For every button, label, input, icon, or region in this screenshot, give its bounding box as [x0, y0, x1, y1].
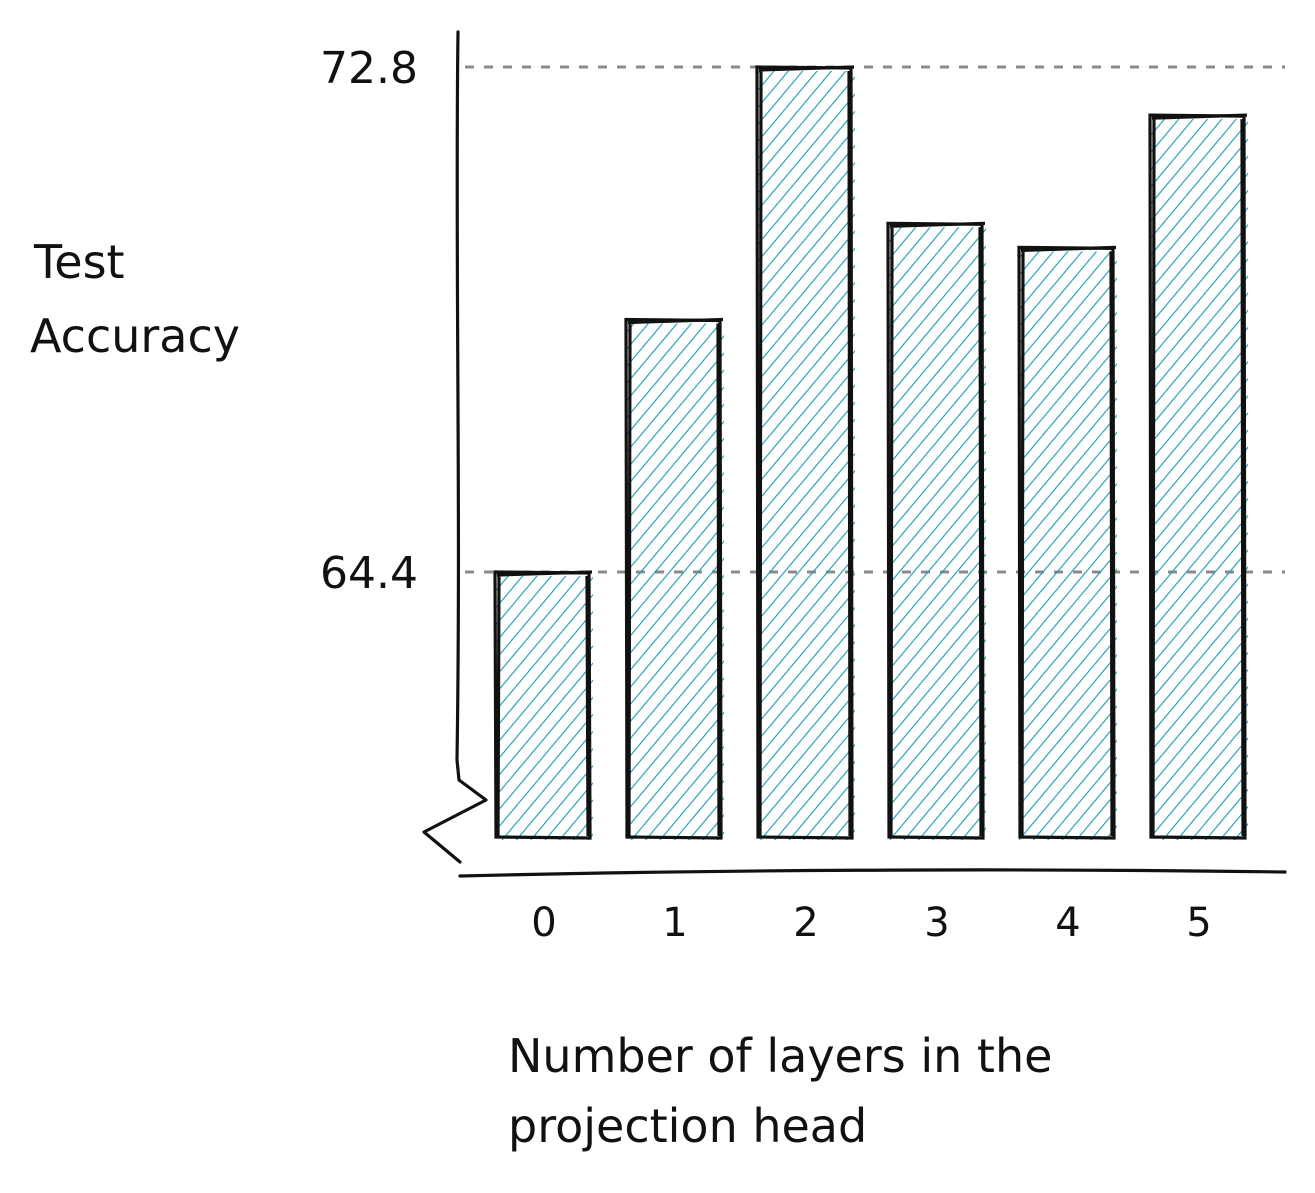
bar-fill	[888, 227, 986, 841]
x-tick-labels: 0 1 2 3 4 5	[531, 900, 1211, 946]
bar	[886, 221, 986, 841]
bar	[755, 65, 855, 840]
x-axis-title-line-2: projection head	[508, 1099, 867, 1153]
bar-fill	[1019, 251, 1117, 840]
bar-outline-sketch	[889, 221, 986, 839]
x-tick-label: 3	[924, 900, 949, 946]
x-tick-label: 1	[662, 900, 687, 946]
x-tick-label: 0	[531, 900, 556, 946]
bars	[493, 65, 1248, 841]
bar-outline-sketch	[758, 65, 855, 839]
bar-outline-sketch	[1151, 113, 1248, 839]
y-axis-title-line-1: Test	[33, 235, 125, 289]
y-tick-labels: 64.4 72.8	[320, 43, 418, 599]
gridlines	[465, 65, 1285, 574]
x-axis-title: Number of layers in the projection head	[508, 1029, 1052, 1153]
bar-outline-sketch	[627, 317, 724, 839]
bar-fill	[757, 71, 855, 840]
y-axis	[422, 30, 488, 864]
bar-outline-sketch	[496, 570, 593, 839]
x-axis	[458, 868, 1287, 878]
bar	[493, 570, 593, 840]
y-axis-title-line-2: Accuracy	[30, 309, 240, 363]
x-axis-title-line-1: Number of layers in the	[508, 1029, 1052, 1083]
x-tick-label: 4	[1055, 900, 1080, 946]
bar	[1148, 113, 1248, 841]
y-tick-label: 64.4	[320, 548, 418, 599]
y-axis-title: Test Accuracy	[30, 235, 240, 363]
bar	[624, 317, 724, 840]
bar-fill	[495, 576, 593, 840]
x-tick-label: 2	[793, 900, 818, 946]
bar-outline-sketch	[1020, 245, 1117, 839]
bar-fill	[626, 323, 724, 840]
x-tick-label: 5	[1186, 900, 1211, 946]
bar	[1017, 245, 1117, 840]
bar-fill	[1150, 119, 1248, 841]
y-tick-label: 72.8	[320, 43, 418, 94]
